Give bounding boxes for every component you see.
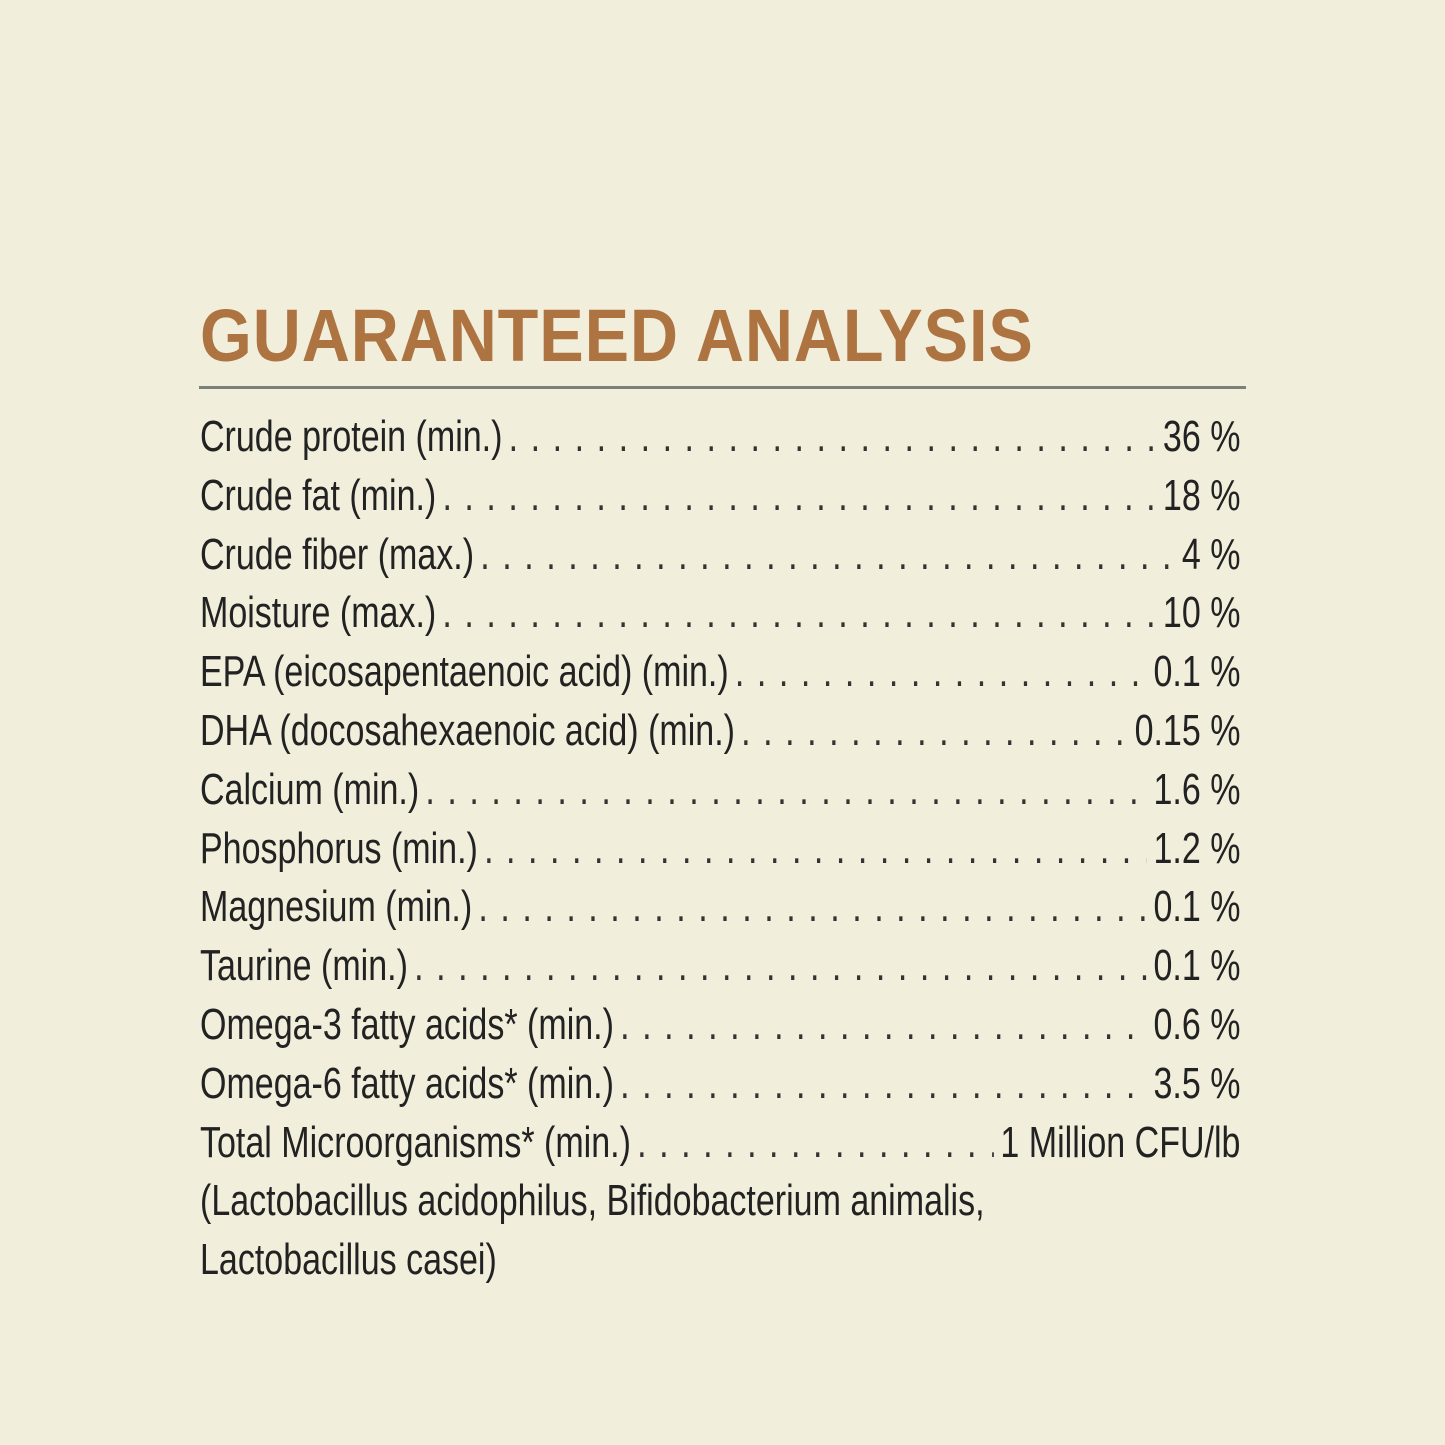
analysis-row: Taurine (min.) 0.1 % (200, 937, 1240, 996)
analysis-row: DHA (docosahexaenoic acid) (min.) 0.15 % (200, 702, 1240, 761)
dot-leader (442, 467, 1156, 526)
nutrient-value: 1.6 % (1153, 764, 1241, 814)
nutrient-value: 0.1 % (1153, 941, 1241, 991)
analysis-row: Omega-3 fatty acids* (min.) 0.6 % (200, 996, 1240, 1055)
dot-leader (484, 820, 1147, 879)
analysis-row: Moisture (max.) 10 % (200, 584, 1240, 643)
nutrient-label: Omega-6 fatty acids* (min.) (200, 1058, 614, 1108)
nutrient-value: 0.1 % (1153, 647, 1241, 697)
nutrient-label: Phosphorus (min.) (200, 823, 478, 873)
nutrient-value: 3.5 % (1153, 1058, 1241, 1108)
dot-leader (620, 996, 1147, 1055)
analysis-row: Crude fiber (max.) 4 % (200, 526, 1240, 585)
nutrient-label: Magnesium (min.) (200, 882, 473, 932)
analysis-row: Magnesium (min.) 0.1 % (200, 878, 1240, 937)
nutrient-label: Moisture (max.) (200, 588, 437, 638)
dot-leader (480, 526, 1175, 585)
nutrient-value: 10 % (1162, 588, 1241, 638)
nutrient-value: 18 % (1162, 470, 1241, 520)
analysis-row: Crude fat (min.) 18 % (200, 467, 1240, 526)
dot-leader (637, 1114, 994, 1173)
microorganisms-note: (Lactobacillus acidophilus, Bifidobacter… (200, 1176, 985, 1226)
dot-leader (414, 937, 1147, 996)
dot-leader (478, 878, 1147, 937)
nutrient-label: EPA (eicosapentaenoic acid) (min.) (200, 647, 729, 697)
nutrient-value: 0.15 % (1134, 705, 1241, 755)
nutrient-value: 1 Million CFU/lb (1000, 1117, 1241, 1167)
title-divider (199, 386, 1246, 389)
nutrient-label: Crude protein (min.) (200, 412, 503, 461)
microorganisms-note: Lactobacillus casei) (200, 1235, 497, 1285)
analysis-row: Total Microorganisms* (min.) 1 Million CF… (200, 1114, 1240, 1173)
nutrient-value: 1.2 % (1153, 823, 1241, 873)
nutrient-label: DHA (docosahexaenoic acid) (min.) (200, 705, 735, 755)
nutrient-label: Total Microorganisms* (min.) (200, 1117, 631, 1167)
nutrient-value: 4 % (1181, 529, 1241, 579)
analysis-row: Phosphorus (min.) 1.2 % (200, 820, 1240, 879)
dot-leader (425, 761, 1147, 820)
dot-leader (741, 702, 1128, 761)
dot-leader (735, 643, 1147, 702)
page-title: GUARANTEED ANALYSIS (200, 294, 1034, 377)
nutrient-label: Taurine (min.) (200, 941, 408, 991)
dot-leader (509, 408, 1157, 467)
nutrient-value: 36 % (1162, 412, 1241, 461)
dot-leader (620, 1055, 1147, 1114)
nutrient-value: 0.1 % (1153, 882, 1241, 932)
nutrient-label: Crude fiber (max.) (200, 529, 475, 579)
nutrient-label: Omega-3 fatty acids* (min.) (200, 999, 614, 1049)
dot-leader (442, 584, 1156, 643)
nutrient-label: Crude fat (min.) (200, 470, 437, 520)
analysis-row: Calcium (min.) 1.6 % (200, 761, 1240, 820)
analysis-row: EPA (eicosapentaenoic acid) (min.) 0.1 % (200, 643, 1240, 702)
nutrient-label: Calcium (min.) (200, 764, 420, 814)
analysis-row: Omega-6 fatty acids* (min.) 3.5 % (200, 1055, 1240, 1114)
analysis-row: Crude protein (min.) 36 % (200, 408, 1240, 467)
nutrient-value: 0.6 % (1153, 999, 1241, 1049)
analysis-list: Crude protein (min.) 36 % Crude fat (min.)… (200, 408, 1240, 1290)
